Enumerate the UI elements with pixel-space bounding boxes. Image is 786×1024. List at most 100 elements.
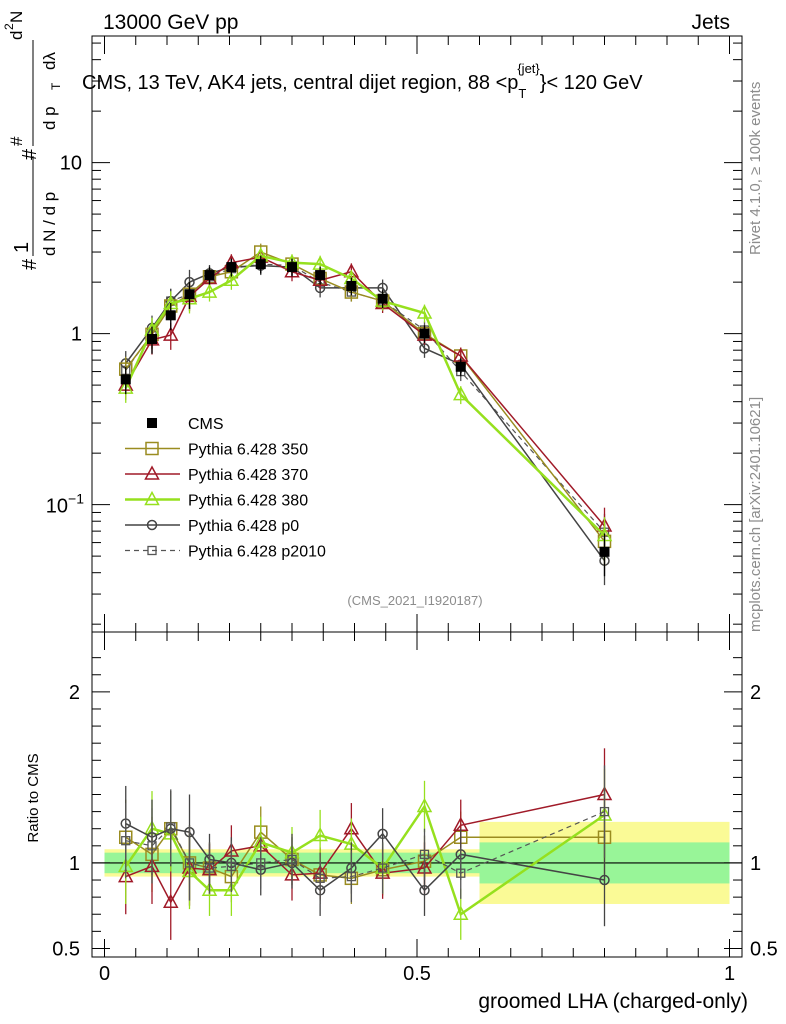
legend-marker	[147, 545, 157, 556]
legend-entry-pythia-6-428-380: Pythia 6.428 380	[125, 490, 308, 510]
ratio-y-axis-label: Ratio to CMS	[25, 753, 42, 842]
svg-text:T: T	[49, 82, 63, 90]
ratio-point	[201, 881, 218, 897]
legend-marker	[144, 465, 160, 480]
x-tick-label: 0	[99, 963, 110, 985]
series-line	[125, 263, 605, 533]
data-point	[419, 328, 430, 339]
svg-text:N: N	[7, 11, 26, 23]
svg-text:dλ: dλ	[40, 52, 59, 70]
ratio-point	[456, 868, 466, 878]
data-point	[346, 280, 357, 291]
data-point	[255, 259, 266, 270]
legend-marker	[145, 441, 159, 456]
legend-label: Pythia 6.428 350	[188, 442, 308, 459]
ratio-axis-ticks: 0 0.5 1 0.5 0.5 1 1 2 2	[52, 632, 778, 985]
main-y-tick-label: 10−1	[46, 491, 84, 518]
ratio-y-tick-label-right: 2	[750, 682, 761, 704]
series-line	[125, 256, 606, 527]
ratio-point	[256, 858, 266, 868]
svg-text:d p: d p	[40, 106, 59, 130]
data-point	[377, 293, 388, 304]
ratio-line	[125, 822, 605, 892]
data-point	[599, 546, 610, 557]
legend: CMS Pythia 6.428 350 Pythia 6.428 370 Pythi…	[125, 416, 326, 561]
legend-marker	[144, 490, 160, 506]
chart-title: CMS, 13 TeV, AK4 jets, central dijet reg…	[82, 61, 643, 101]
x-axis-label: groomed LHA (charged-only)	[478, 990, 748, 1013]
ratio-point	[287, 854, 297, 865]
ratio-point	[599, 806, 610, 817]
x-tick-label: 0.5	[403, 963, 431, 985]
ratio-point	[599, 874, 610, 886]
ratio-point	[204, 863, 215, 873]
ratio-point	[121, 836, 131, 846]
legend-entry-pythia-6-428-370: Pythia 6.428 370	[125, 465, 308, 484]
main-y-tick-label: 10	[60, 153, 82, 175]
ratio-y-tick-label: 0.5	[52, 938, 80, 960]
ratio-point	[184, 858, 195, 868]
header-right: Jets	[691, 11, 730, 34]
data-point	[452, 386, 469, 401]
ratio-point	[419, 885, 430, 896]
svg-text:d: d	[7, 31, 26, 40]
series-line	[125, 264, 606, 562]
ratio-point	[147, 841, 157, 851]
svg-text:#: #	[19, 148, 41, 160]
data-point	[201, 283, 218, 298]
ratio-y-tick-label: 2	[69, 682, 80, 704]
legend-label: Pythia 6.428 p2010	[188, 544, 326, 561]
legend-entry-pythia-6-428-p0: Pythia 6.428 p0	[125, 518, 299, 535]
header-left: 13000 GeV pp	[103, 11, 238, 34]
data-point	[147, 334, 157, 345]
ratio-point	[162, 893, 179, 909]
main-y-tick-label: 1	[71, 324, 82, 346]
data-point	[165, 310, 176, 321]
legend-label: CMS	[188, 416, 224, 433]
data-point	[162, 326, 179, 341]
ratio-y-tick-label-right: 1	[750, 853, 761, 875]
mcplots-label: mcplots.cern.ch [arXiv:2401.10621]	[747, 397, 764, 632]
rivet-version-label: Rivet 4.1.0, ≥ 100k events	[747, 82, 764, 255]
main-series-group	[117, 243, 613, 586]
ratio-point	[223, 881, 240, 897]
legend-label: Pythia 6.428 370	[188, 467, 308, 484]
svg-text:1: 1	[11, 242, 33, 253]
data-point	[455, 361, 466, 372]
svg-text:#: #	[7, 136, 26, 146]
ratio-point	[452, 905, 469, 920]
data-point	[315, 270, 326, 281]
legend-marker	[146, 519, 158, 531]
svg-text:2: 2	[2, 23, 16, 30]
legend-label: Pythia 6.428 p0	[188, 518, 299, 535]
ratio-point	[416, 797, 433, 813]
main-y-axis-label: # 1 d N / d p # # d p dλ T d 2 N	[2, 11, 63, 270]
ratio-point	[312, 826, 328, 842]
ratio-point	[377, 828, 388, 840]
ratio-point	[226, 861, 237, 871]
data-point	[416, 304, 433, 319]
data-point	[184, 289, 195, 300]
data-point	[120, 374, 131, 385]
legend-label: Pythia 6.428 380	[188, 493, 308, 510]
legend-entry-pythia-6-428-p2010: Pythia 6.428 p2010	[125, 544, 326, 561]
ratio-y-tick-label: 1	[69, 853, 80, 875]
legend-entry-pythia-6-428-350: Pythia 6.428 350	[125, 442, 308, 459]
ratio-point	[166, 822, 176, 832]
ratio-line	[125, 793, 605, 904]
ratio-series-group	[117, 748, 613, 940]
ratio-series-pythia-6-428-p2010	[121, 765, 610, 904]
ratio-point	[419, 849, 430, 860]
ratio-y-tick-label-right: 0.5	[750, 938, 778, 960]
main-axis-ticks: 10−1 1 10	[46, 36, 742, 632]
data-point	[287, 262, 297, 273]
ratio-point	[315, 873, 325, 883]
x-tick-label: 1	[724, 963, 735, 985]
series-cms	[120, 255, 610, 577]
ratio-line	[125, 811, 605, 879]
data-point	[226, 262, 237, 273]
legend-entry-cms: CMS	[147, 416, 224, 433]
svg-text:d N / d p: d N / d p	[40, 192, 59, 256]
legend-marker	[147, 418, 157, 428]
